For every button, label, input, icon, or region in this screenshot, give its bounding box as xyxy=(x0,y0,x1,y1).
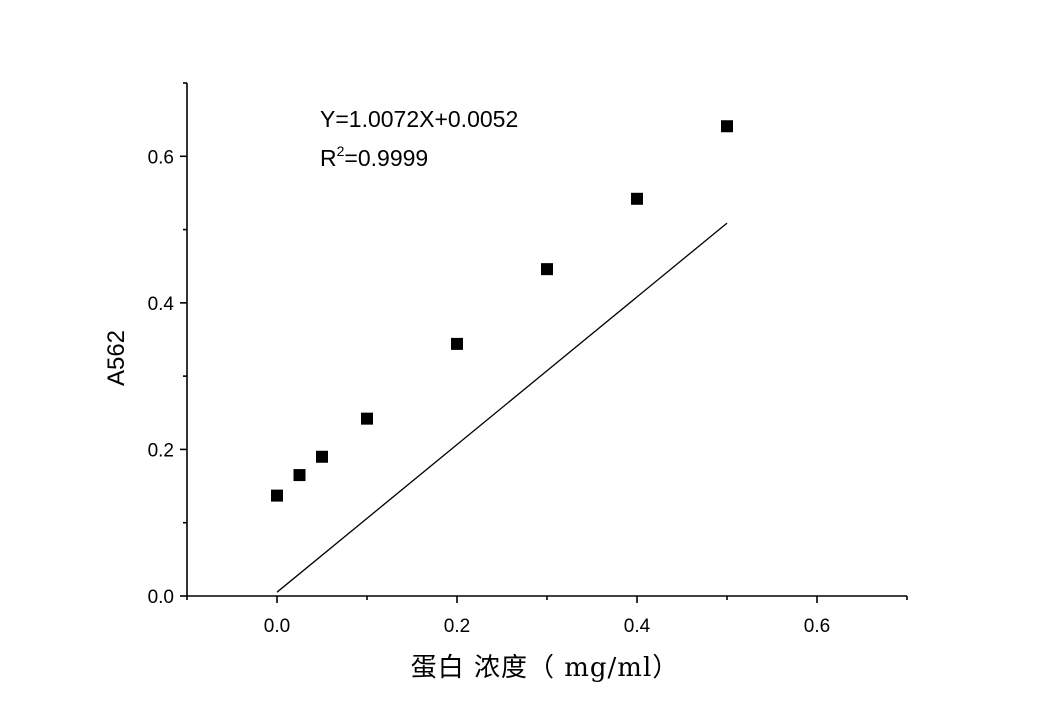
x-tick-label: 0.0 xyxy=(264,616,290,637)
y-tick-label: 0.4 xyxy=(148,294,175,315)
x-tick-label: 0.4 xyxy=(624,616,651,637)
data-point xyxy=(361,412,373,425)
data-point xyxy=(316,450,328,463)
fit-line-group xyxy=(276,222,728,593)
equation-annotation: Y=1.0072X+0.0052 xyxy=(320,106,518,132)
x-axis-title: 蛋白 浓度（ mg/ml） xyxy=(411,653,680,683)
data-point xyxy=(631,192,643,205)
r-squared-base: R xyxy=(320,145,337,171)
r-squared-exponent: 2 xyxy=(337,143,345,159)
axes xyxy=(180,82,908,603)
data-point xyxy=(271,489,283,502)
x-tick-label: 0.6 xyxy=(804,616,830,637)
data-point xyxy=(293,469,306,482)
x-tick-label: 0.2 xyxy=(444,616,470,637)
tick-labels: 0.0 0.2 0.4 0.6 0.0 0.2 0.4 0.6 xyxy=(148,147,831,637)
data-points xyxy=(271,120,733,502)
r-squared-annotation: R2=0.9999 xyxy=(320,143,428,171)
data-point xyxy=(541,263,553,276)
y-axis-title: A562 xyxy=(103,330,130,386)
r-squared-value: =0.9999 xyxy=(344,145,428,171)
y-tick-label: 0.0 xyxy=(148,587,174,608)
y-tick-label: 0.2 xyxy=(148,440,174,461)
y-tick-label: 0.6 xyxy=(148,147,174,168)
data-point xyxy=(451,337,463,350)
fit-line xyxy=(276,222,728,593)
data-point xyxy=(721,120,733,133)
